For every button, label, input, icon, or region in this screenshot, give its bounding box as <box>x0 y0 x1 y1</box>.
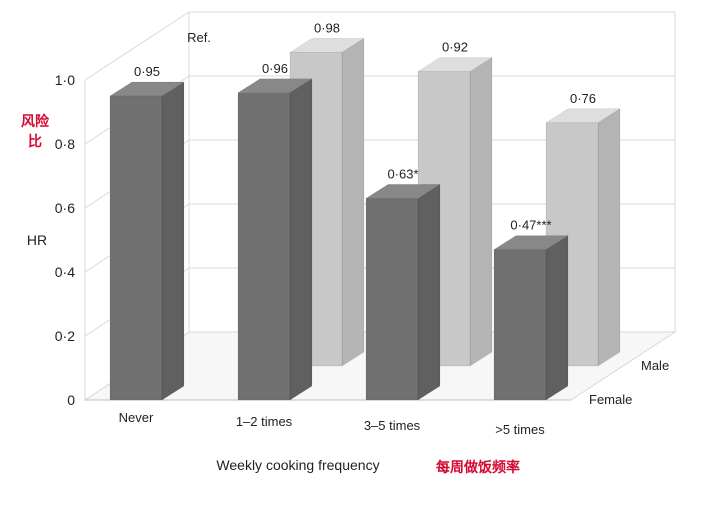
series-label: Male <box>641 358 669 373</box>
hr-bar3d-chart: 0 0·2 0·4 0·6 0·8 1·0 HR 风险比 Ref. 0·98 0·92 0·76 0·9… <box>0 0 720 507</box>
bar-side <box>598 109 620 366</box>
y-tick-label: 0·2 <box>55 328 75 344</box>
y-axis-annotation: 风险 <box>21 113 50 129</box>
category-label: Never <box>119 410 154 425</box>
bar-value-label: 0·92 <box>442 40 468 55</box>
bar-value-label: 0·76 <box>570 91 596 106</box>
series-label: Female <box>589 392 632 407</box>
y-tick-label: 0 <box>67 392 75 408</box>
bar-value-label: 0·98 <box>314 20 340 35</box>
bar-value-label: 0·95 <box>134 64 160 79</box>
bar-side <box>546 236 568 400</box>
bar-side <box>342 38 364 366</box>
bar-value-label: 0·63* <box>387 166 418 181</box>
bar-front <box>238 93 290 400</box>
chart-svg: 0 0·2 0·4 0·6 0·8 1·0 HR 风险比 Ref. 0·98 0·92 0·76 0·9… <box>0 0 720 507</box>
x-axis-annotation: 每周做饭频率 <box>436 459 520 475</box>
bar-side <box>418 184 440 400</box>
y-axis-label: HR <box>27 232 47 248</box>
category-label: 3–5 times <box>364 418 421 433</box>
bar-value-label: 0·47*** <box>510 218 551 233</box>
bar-side <box>290 79 312 400</box>
bar-side <box>470 58 492 366</box>
bar-front <box>494 250 546 400</box>
bar-value-label: Ref. <box>187 30 211 45</box>
category-label: 1–2 times <box>236 414 293 429</box>
category-label: >5 times <box>495 422 545 437</box>
y-tick-label: 0·6 <box>55 200 75 216</box>
bar-front <box>366 198 418 400</box>
x-axis-label: Weekly cooking frequency <box>216 457 379 473</box>
y-tick-label: 1·0 <box>55 72 75 88</box>
bar-side <box>162 82 184 400</box>
bar-front <box>110 96 162 400</box>
y-tick-label: 0·4 <box>55 264 75 280</box>
y-tick-label: 0·8 <box>55 136 75 152</box>
y-axis-annotation: 比 <box>28 133 42 149</box>
bar-value-label: 0·96 <box>262 61 288 76</box>
